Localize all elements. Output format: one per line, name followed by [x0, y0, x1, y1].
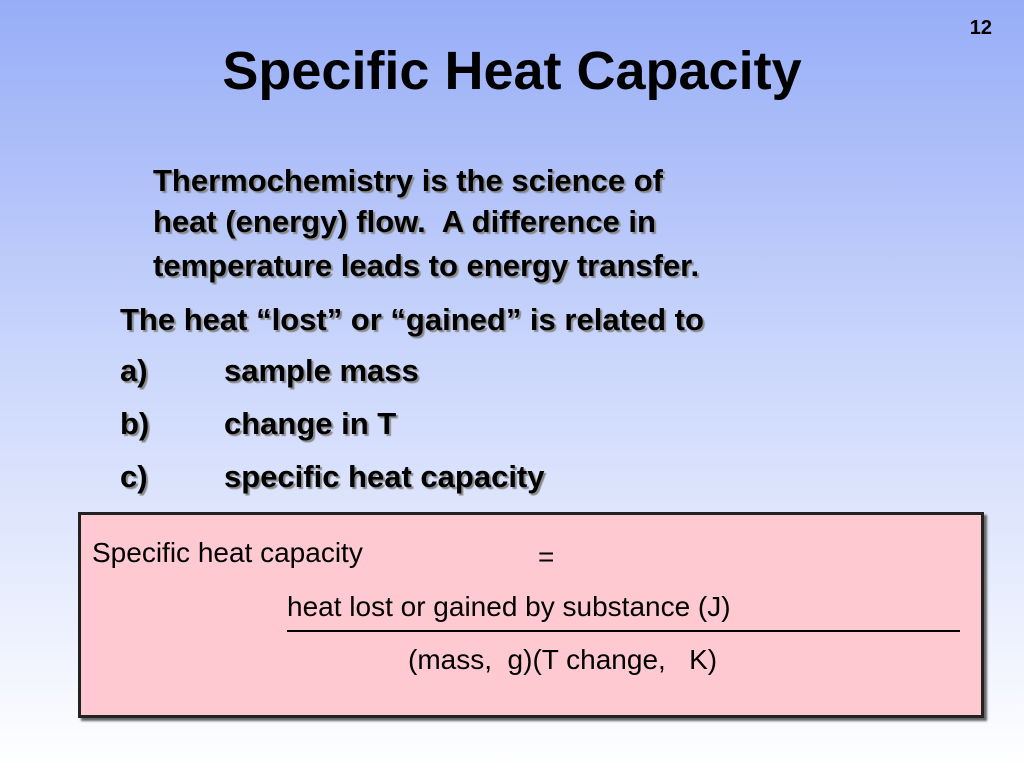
list-label: a)	[120, 353, 148, 388]
slide-title: Specific Heat Capacity	[222, 41, 802, 101]
formula-box	[78, 512, 984, 718]
list-text: specific heat capacity	[224, 459, 545, 494]
formula-term: Specific heat capacity	[92, 537, 363, 568]
lead-text: The heat “lost” or “gained” is related t…	[120, 302, 704, 337]
intro-line: temperature leads to energy transfer.	[153, 248, 700, 283]
intro-line: heat (energy) flow. A difference in	[153, 204, 656, 239]
formula-equals: =	[538, 541, 555, 572]
list-text: change in T	[224, 406, 397, 441]
list-label: b)	[120, 406, 150, 441]
intro-line: Thermochemistry is the science of	[153, 163, 663, 198]
list-text: sample mass	[224, 353, 419, 388]
formula-numerator: heat lost or gained by substance (J)	[287, 591, 731, 622]
fraction-bar	[287, 630, 960, 632]
formula-denominator: (mass, g)(T change, K)	[408, 644, 718, 675]
list-label: c)	[120, 459, 148, 494]
slide-number: 12	[969, 17, 992, 39]
